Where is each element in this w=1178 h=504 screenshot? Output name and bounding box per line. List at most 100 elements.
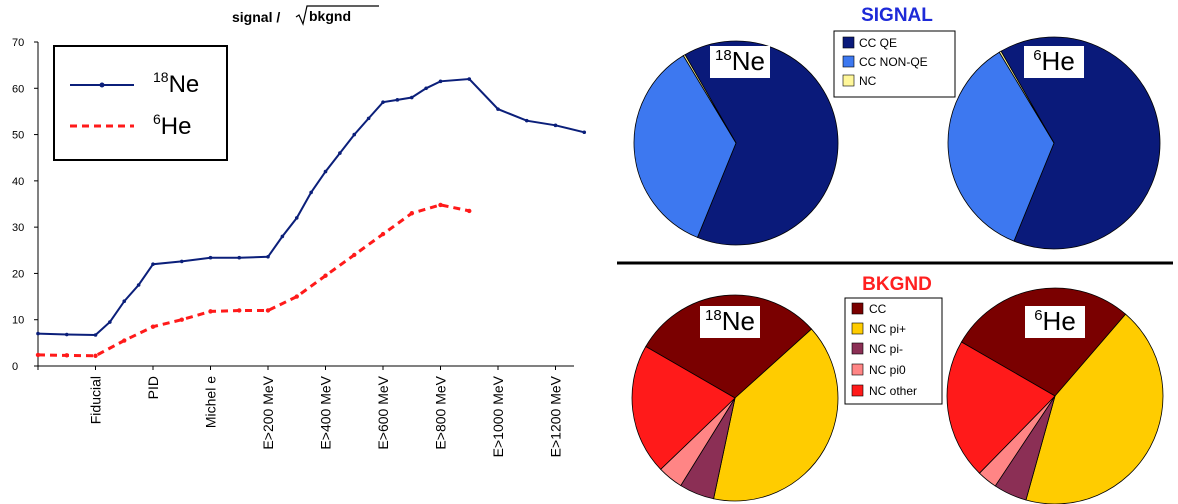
legend-label-he6: 6He [153,111,191,140]
data-point-ne18 [151,262,155,266]
pie-slice-nc [682,54,737,144]
data-point-ne18 [208,255,213,260]
legend-swatch-nc [842,74,855,87]
data-point-he6 [294,294,299,299]
pie-slice-cc-qe [1000,36,1161,250]
chart-title: signal / [232,9,280,25]
data-point-ne18 [136,283,141,287]
data-point-he6 [409,211,414,216]
signal-panel: SIGNAL 18Ne 6He CC QE CC NON-QE NC [633,5,1161,250]
pie-signal-he6: 6He [947,36,1161,250]
legend-swatch-nc-pi0 [851,363,864,376]
chart-title-radicand: bkgnd [309,8,351,24]
pie-label-bg [1024,46,1084,78]
data-point-ne18 [553,123,558,128]
data-point-he6 [467,208,472,214]
sqrt-symbol [295,5,379,26]
data-point-ne18 [395,98,400,102]
legend-label-cc-qe: CC QE [859,36,897,50]
data-point-ne18 [309,190,313,195]
data-point-ne18 [323,169,328,174]
legend-label-cc: CC [869,302,887,316]
data-point-ne18 [64,332,69,337]
pie-label-bg [710,46,770,78]
data-point-ne18 [36,331,40,336]
legend-swatch-nc-other [851,384,864,397]
data-point-he6 [64,353,69,358]
legend-swatch-cc-qe [842,36,855,49]
pie-label: 18Ne [710,46,770,78]
y-tick-label: 0 [12,361,18,373]
x-tick-label: E>400 MeV [318,375,334,449]
data-point-he6 [237,308,242,313]
data-point-he6 [150,324,156,329]
y-tick-label: 50 [12,130,24,142]
y-tick-label: 60 [12,83,24,95]
x-tick-label: Fiducial [88,376,104,424]
data-point-he6 [380,231,386,237]
legend-label-cc-nonqe: CC NON-QE [859,55,928,69]
legend-label-nc-pi-plus: NC pi+ [869,322,906,336]
bkgnd-title: BKGND [862,274,932,295]
x-tick-label: E>1000 MeV [490,375,506,457]
data-point-he6 [35,352,41,358]
y-tick-label: 70 [12,37,24,49]
data-point-he6 [93,353,98,359]
data-point-ne18 [352,132,357,137]
data-point-he6 [438,202,443,208]
line-chart: signal / bkgnd 0 10 20 30 40 50 60 70 Fiducial P… [12,5,587,457]
y-tick-label: 40 [12,176,24,188]
data-point-ne18 [122,299,127,304]
y-tick-label: 20 [12,268,24,280]
pie-slice-cc-qe [684,40,839,246]
data-point-he6 [323,273,328,278]
x-tick-label: E>1200 MeV [548,375,564,457]
pie-label-text: 18Ne [705,306,755,336]
pie-label: 6He [1025,306,1085,338]
legend-swatch-cc-nonqe [842,55,855,68]
data-point-ne18 [237,255,242,260]
data-point-ne18 [93,333,98,337]
x-tick-label: E>800 MeV [433,375,449,449]
pie-label-bg [1025,306,1085,338]
pie-label-text: 18Ne [715,46,765,76]
pie-label-text: 6He [1033,46,1075,76]
x-tick-label: Michel e [203,376,219,428]
y-tick-label: 10 [12,315,24,327]
data-point-ne18 [266,254,270,259]
pie-label-bg [700,306,760,338]
data-point-he6 [265,308,271,313]
data-point-he6 [122,338,127,343]
data-point-ne18 [338,151,342,155]
signal-title: SIGNAL [861,5,933,26]
data-point-ne18 [366,116,371,121]
x-tick-label: PID [145,376,161,399]
pie-label: 6He [1024,46,1084,78]
signal-legend: CC QE CC NON-QE NC [833,30,956,98]
legend-box [53,45,228,161]
data-point-ne18 [381,100,385,104]
legend-swatch-cc [851,302,864,315]
legend-swatch-nc-pi-plus [851,322,864,335]
y-ticks: 0 10 20 30 40 50 60 70 [12,37,38,373]
data-point-ne18 [496,107,500,111]
series-line-he6 [37,203,470,358]
data-point-ne18 [108,320,112,324]
pie-slice-nc-other [631,345,736,470]
line-legend: 18Ne 6He [53,45,228,161]
pie-slice-nc [998,50,1055,144]
data-point-he6 [208,309,213,314]
x-ticks: Fiducial PID Michel e E>200 MeV E>400 MeV E>6… [37,366,564,457]
data-point-ne18 [409,95,414,100]
legend-marker-ne18 [99,82,105,88]
data-point-he6 [179,317,184,322]
pie-label-text: 6He [1034,306,1076,336]
bkgnd-legend: CC NC pi+ NC pi- NC pi0 NC other [844,297,943,405]
pie-signal-ne18: 18Ne [633,40,839,246]
pie-slice-nc-other [946,341,1056,474]
data-point-ne18 [524,118,529,123]
series-layer [35,77,587,359]
legend-label-ne18: 18Ne [153,69,199,98]
series-line-ne18 [37,77,585,337]
